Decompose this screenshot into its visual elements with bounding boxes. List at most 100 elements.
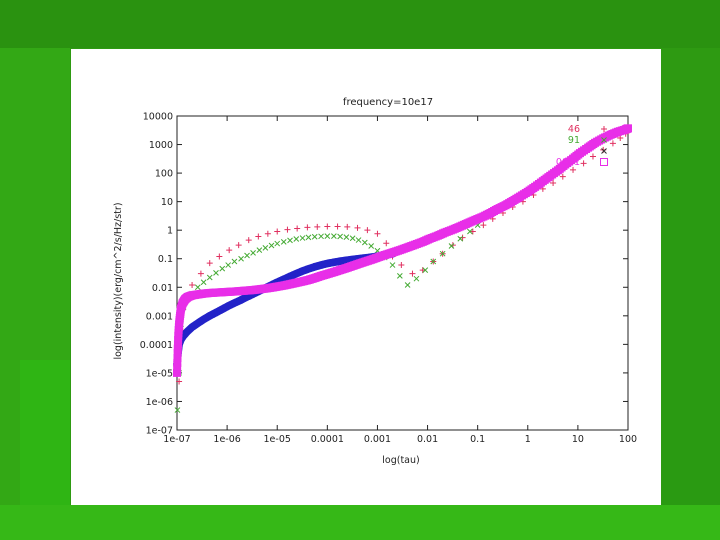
data-point — [206, 260, 213, 267]
data-point — [324, 223, 331, 230]
y-tick-label: 0.0001 — [140, 340, 173, 351]
x-axis-label: log(tau) — [382, 455, 419, 466]
data-point — [422, 267, 429, 273]
legend-label: 91 — [568, 135, 580, 146]
data-point — [396, 273, 403, 279]
data-point — [284, 226, 291, 233]
y-tick-label: 1e-06 — [146, 397, 173, 408]
data-point — [264, 230, 271, 237]
data-point — [469, 228, 476, 235]
legend-marker — [601, 126, 607, 132]
data-point — [262, 245, 269, 251]
data-point — [274, 240, 281, 247]
data-point — [244, 252, 250, 259]
y-tick-label: 1e-07 — [146, 426, 173, 437]
y-axis-label: log(intensity)(erg/cm^2/s/Hz/str) — [113, 202, 124, 359]
legend-label: 0001 — [556, 157, 580, 168]
series-91 — [174, 222, 481, 413]
data-point — [200, 279, 207, 286]
data-point — [389, 262, 396, 268]
x-tick-label: 1e-06 — [213, 434, 240, 445]
data-point — [294, 225, 301, 232]
data-point — [459, 234, 466, 241]
data-point — [570, 166, 577, 173]
data-point — [176, 378, 183, 385]
data-point — [409, 270, 416, 277]
data-point — [305, 234, 312, 241]
data-point — [609, 140, 616, 147]
legend-marker — [601, 148, 607, 154]
data-point — [580, 160, 587, 167]
data-point — [413, 275, 420, 282]
data-point — [349, 235, 356, 242]
slide-panel: frequency=10e17 log(tau) log(intensity)(… — [71, 49, 661, 505]
data-point — [324, 233, 331, 239]
data-point — [213, 269, 219, 276]
x-tick-label: 0.001 — [364, 434, 391, 445]
x-tick-label: 1e-07 — [163, 434, 190, 445]
x-tick-label: 1 — [525, 434, 531, 445]
data-point — [311, 233, 318, 240]
data-point — [448, 243, 455, 249]
plot-border — [176, 115, 629, 431]
data-point — [219, 265, 226, 272]
data-point — [467, 228, 473, 235]
data-point — [250, 250, 256, 256]
y-tick-label: 100 — [155, 169, 173, 180]
x-tick-label: 0.0001 — [311, 434, 344, 445]
x-tick-label: 1e-05 — [264, 434, 291, 445]
data-points — [173, 124, 632, 413]
data-point — [206, 274, 213, 281]
data-point — [274, 228, 281, 235]
data-point — [383, 240, 390, 247]
y-tick-label: 1e-05 — [146, 368, 173, 379]
data-point — [287, 237, 293, 244]
plot-frame — [176, 115, 629, 431]
data-point — [439, 250, 446, 257]
data-point — [225, 262, 232, 268]
data-point — [337, 233, 343, 240]
legend-label: 46 — [568, 124, 580, 135]
chart-title: frequency=10e17 — [343, 97, 433, 108]
data-point — [457, 235, 464, 242]
data-point — [624, 124, 632, 133]
data-point — [268, 242, 275, 249]
background-band-right — [662, 140, 720, 540]
data-point — [194, 284, 201, 291]
x-tick-label: 0.1 — [470, 434, 485, 445]
data-point — [226, 247, 233, 254]
data-point — [354, 224, 361, 231]
data-point — [255, 233, 262, 240]
legend-marker — [600, 158, 608, 166]
y-tick-label: 0.01 — [152, 283, 173, 294]
data-point — [559, 173, 566, 180]
series-0001 — [173, 124, 632, 377]
legend-marker — [601, 137, 607, 143]
data-point — [331, 233, 337, 239]
data-point — [235, 242, 242, 249]
data-point — [256, 247, 263, 253]
data-point — [197, 270, 204, 277]
data-point — [174, 407, 181, 413]
data-point — [589, 153, 596, 160]
data-point — [189, 282, 196, 289]
chart: frequency=10e17 log(tau) log(intensity)(… — [113, 97, 637, 466]
data-point — [368, 243, 375, 249]
tick-labels: 1e-07 1e-06 1e-05 0.0001 0.001 0.01 0.1 1 10 100 1… — [140, 112, 637, 446]
data-point — [238, 255, 244, 262]
background-band-top — [0, 0, 720, 48]
data-point — [404, 282, 411, 288]
data-point — [304, 224, 311, 231]
data-point — [374, 230, 381, 237]
data-point — [314, 223, 321, 230]
data-point — [280, 239, 287, 245]
data-point — [430, 258, 437, 265]
data-point — [398, 262, 405, 269]
x-tick-label: 0.01 — [417, 434, 438, 445]
data-point — [480, 222, 487, 229]
data-point — [299, 235, 306, 241]
series-unnamed — [173, 249, 397, 369]
y-tick-label: 1000 — [149, 140, 173, 151]
y-tick-label: 10 — [161, 197, 173, 208]
